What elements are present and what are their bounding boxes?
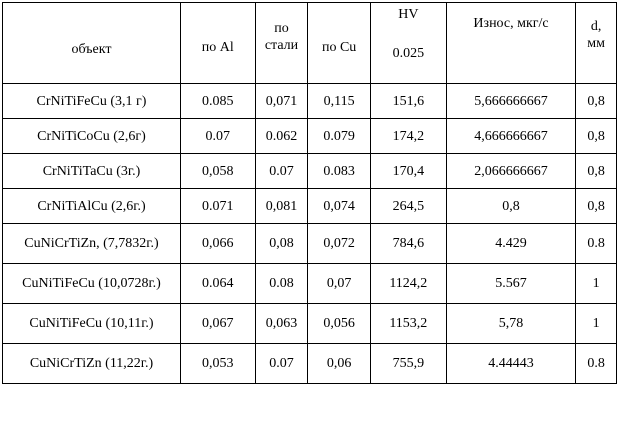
cell-object: CuNiTiFeCu (10,0728г.) xyxy=(2,263,181,304)
cell-hv: 170,4 xyxy=(369,153,447,189)
cell-cu: 0,07 xyxy=(307,263,371,304)
cell-hv: 784,6 xyxy=(369,223,447,264)
cell-wear: 4,666666667 xyxy=(445,118,577,154)
cell-steel: 0,081 xyxy=(254,188,309,224)
cell-object: CrNiTiTaCu (3г.) xyxy=(2,153,181,189)
cell-d: 0,8 xyxy=(575,153,617,189)
table-row: CuNiCrTiZn (11,22г.) 0,053 0.07 0,06 755… xyxy=(2,343,617,384)
header-row: объект по Al по стали по Cu HV 0.025 Изн… xyxy=(2,2,617,84)
cell-al: 0,058 xyxy=(179,153,256,189)
cell-object: CrNiTiFeCu (3,1 г) xyxy=(2,83,181,119)
header-hv-label: HV xyxy=(398,7,419,22)
cell-wear: 0,8 xyxy=(445,188,577,224)
cell-hv: 151,6 xyxy=(369,83,447,119)
cell-steel: 0.07 xyxy=(254,153,309,189)
table-row: CuNiTiFeCu (10,0728г.) 0.064 0.08 0,07 1… xyxy=(2,263,617,304)
cell-cu: 0.083 xyxy=(307,153,371,189)
cell-d: 0.8 xyxy=(575,343,617,384)
cell-steel: 0.07 xyxy=(254,343,309,384)
cell-steel: 0.08 xyxy=(254,263,309,304)
cell-hv: 174,2 xyxy=(369,118,447,154)
cell-al: 0.064 xyxy=(179,263,256,304)
table-row: CuNiCrTiZn, (7,7832г.) 0,066 0,08 0,072 … xyxy=(2,223,617,264)
cell-wear: 5,666666667 xyxy=(445,83,577,119)
header-steel: по стали xyxy=(254,2,309,84)
cell-wear: 4.429 xyxy=(445,223,577,264)
header-cu: по Cu xyxy=(307,2,371,84)
cell-cu: 0,06 xyxy=(307,343,371,384)
header-hv: HV 0.025 xyxy=(369,2,447,84)
cell-object: CrNiTiCoCu (2,6г) xyxy=(2,118,181,154)
cell-cu: 0,074 xyxy=(307,188,371,224)
cell-al: 0,067 xyxy=(179,303,256,344)
cell-hv: 755,9 xyxy=(369,343,447,384)
cell-object: CuNiTiFeCu (10,11г.) xyxy=(2,303,181,344)
header-hv-load: 0.025 xyxy=(392,46,425,61)
cell-cu: 0,115 xyxy=(307,83,371,119)
data-table: объект по Al по стали по Cu HV 0.025 Изн… xyxy=(2,2,617,384)
cell-steel: 0,063 xyxy=(254,303,309,344)
cell-d: 0.8 xyxy=(575,223,617,264)
cell-object: CuNiCrTiZn, (7,7832г.) xyxy=(2,223,181,264)
cell-d: 0,8 xyxy=(575,188,617,224)
table-row: CrNiTiTaCu (3г.) 0,058 0.07 0.083 170,4 … xyxy=(2,153,617,189)
table-row: CrNiTiFeCu (3,1 г) 0.085 0,071 0,115 151… xyxy=(2,83,617,119)
cell-d: 1 xyxy=(575,263,617,304)
cell-steel: 0,071 xyxy=(254,83,309,119)
table-row: CuNiTiFeCu (10,11г.) 0,067 0,063 0,056 1… xyxy=(2,303,617,344)
cell-hv: 1153,2 xyxy=(369,303,447,344)
cell-d: 0,8 xyxy=(575,118,617,154)
cell-hv: 264,5 xyxy=(369,188,447,224)
cell-steel: 0,08 xyxy=(254,223,309,264)
cell-hv: 1124,2 xyxy=(369,263,447,304)
cell-al: 0.085 xyxy=(179,83,256,119)
header-object: объект xyxy=(2,2,181,84)
cell-d: 0,8 xyxy=(575,83,617,119)
table-row: CrNiTiCoCu (2,6г) 0.07 0.062 0.079 174,2… xyxy=(2,118,617,154)
cell-al: 0,053 xyxy=(179,343,256,384)
cell-wear: 2,066666667 xyxy=(445,153,577,189)
cell-object: CuNiCrTiZn (11,22г.) xyxy=(2,343,181,384)
cell-d: 1 xyxy=(575,303,617,344)
cell-object: CrNiTiAlCu (2,6г.) xyxy=(2,188,181,224)
cell-cu: 0.079 xyxy=(307,118,371,154)
table-row: CrNiTiAlCu (2,6г.) 0.071 0,081 0,074 264… xyxy=(2,188,617,224)
header-al: по Al xyxy=(179,2,256,84)
cell-al: 0,066 xyxy=(179,223,256,264)
header-wear: Износ, мкг/с xyxy=(445,2,577,84)
header-d: d, мм xyxy=(575,2,617,84)
cell-steel: 0.062 xyxy=(254,118,309,154)
cell-cu: 0,072 xyxy=(307,223,371,264)
cell-wear: 5,78 xyxy=(445,303,577,344)
cell-al: 0.07 xyxy=(179,118,256,154)
cell-al: 0.071 xyxy=(179,188,256,224)
cell-wear: 4.44443 xyxy=(445,343,577,384)
cell-wear: 5.567 xyxy=(445,263,577,304)
cell-cu: 0,056 xyxy=(307,303,371,344)
